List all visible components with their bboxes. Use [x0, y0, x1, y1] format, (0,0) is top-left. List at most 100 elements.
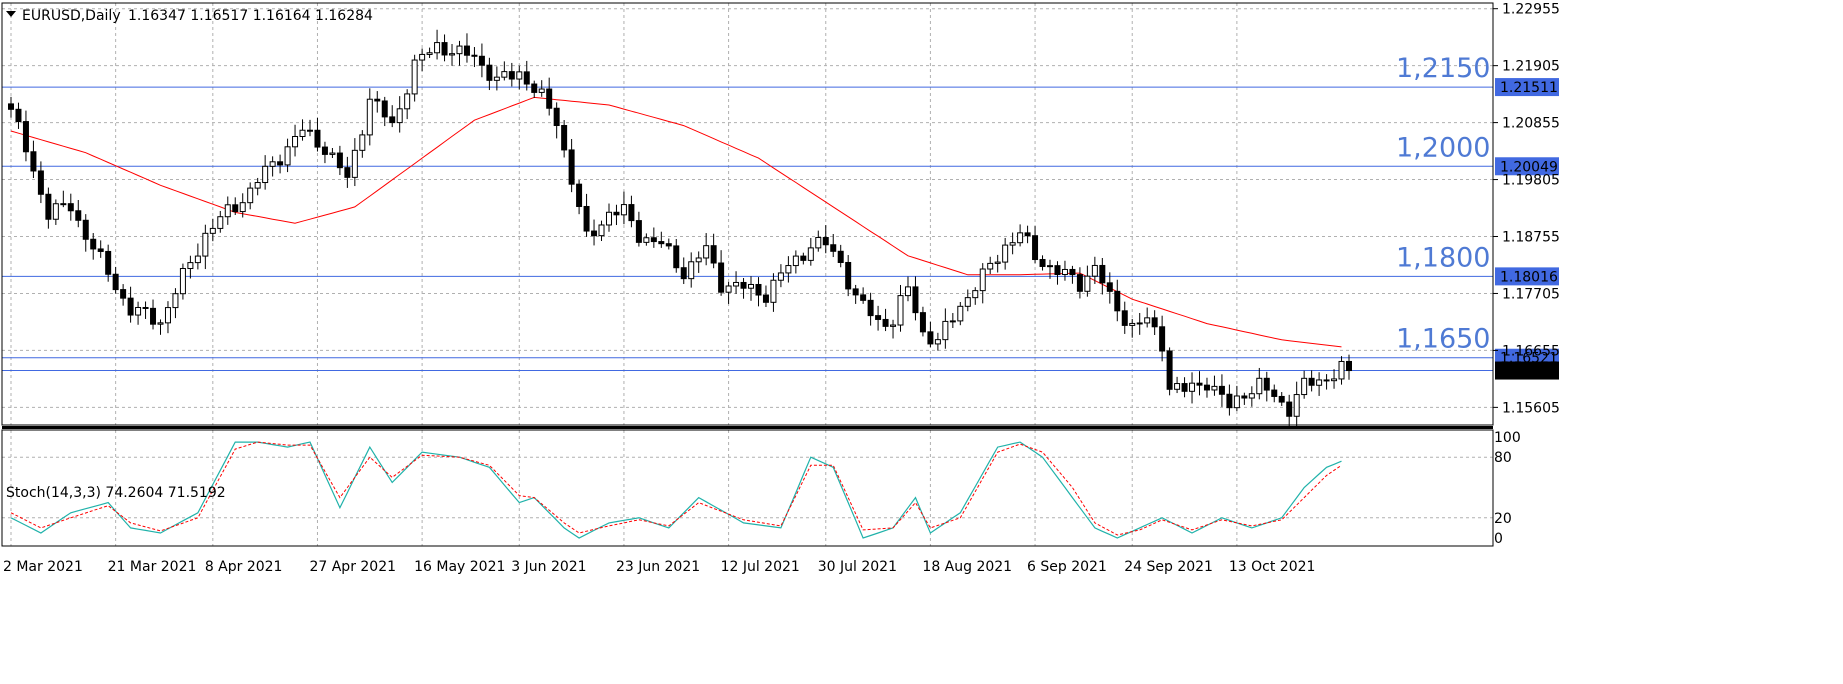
candle-body [628, 204, 635, 222]
candle-body [217, 216, 224, 229]
candle-body [934, 339, 941, 345]
candle-body [456, 45, 463, 55]
level-price-badge [1495, 78, 1559, 97]
candle-body [1039, 259, 1046, 267]
current-price-badge [1495, 361, 1559, 380]
x-tick-label: 21 Mar 2021 [108, 559, 197, 575]
level-price-badge [1495, 267, 1559, 286]
candle-body [1301, 377, 1308, 396]
candle-body [1189, 382, 1196, 392]
chart-header: EURUSD,Daily 1.16347 1.16517 1.16164 1.1… [6, 8, 373, 501]
candles [8, 29, 1352, 429]
candle-body [374, 98, 381, 102]
candle-body [1054, 265, 1061, 275]
candle-body [389, 116, 396, 124]
candle-body [366, 98, 373, 136]
candle-body [792, 255, 799, 267]
candle-body [1323, 379, 1330, 382]
candle-body [591, 230, 598, 237]
candle-body [725, 285, 732, 293]
candle-body [807, 247, 814, 261]
candle-body [852, 288, 859, 296]
candle-body [643, 237, 650, 243]
candle-body [1256, 377, 1263, 395]
candle-body [748, 283, 755, 289]
x-tick-label: 2 Mar 2021 [3, 559, 83, 575]
candle-body [800, 255, 807, 261]
stochastic-label: Stoch(14,3,3) 74.2604 71.5192 [6, 485, 226, 501]
candle-body [1069, 268, 1076, 276]
candle-body [411, 59, 418, 95]
candle-body [1166, 350, 1173, 390]
price-tick-label: 1.17705 [1502, 286, 1560, 302]
stochastic-panel-frame [1, 429, 1494, 547]
candle-body [22, 121, 29, 153]
candle-body [127, 297, 134, 316]
candle-body [37, 170, 44, 195]
candle-body [1181, 383, 1188, 392]
candle-body [882, 318, 889, 327]
candle-body [52, 203, 59, 220]
candle-body [1084, 275, 1091, 292]
candle-body [172, 293, 179, 309]
candle-body [830, 244, 837, 252]
candle-body [194, 255, 201, 264]
candle-body [179, 268, 186, 295]
level-lines: 1,21501.215111,20001.200491,18001.180161… [2, 53, 1559, 380]
candle-body [82, 219, 89, 240]
candle-body [187, 262, 194, 270]
candle-body [120, 289, 127, 299]
candle-body [135, 306, 142, 316]
candle-body [60, 203, 67, 206]
candle-body [1271, 389, 1278, 397]
candle-body [30, 151, 37, 172]
candle-body [867, 299, 874, 317]
candle-body [381, 100, 388, 118]
candle-body [269, 161, 276, 167]
candle-body [329, 152, 336, 155]
candle-body [695, 257, 702, 263]
x-tick-label: 30 Jul 2021 [818, 559, 897, 575]
stochastic-panel [10, 441, 1342, 539]
candle-body [1226, 393, 1233, 409]
candle-body [837, 250, 844, 263]
candle-body [105, 250, 112, 275]
candle-body [202, 232, 209, 257]
candle-body [247, 187, 254, 204]
candle-body [1316, 379, 1323, 386]
candle-body [516, 71, 523, 80]
candle-body [277, 161, 284, 166]
candle-body [927, 331, 934, 345]
candle-body [538, 88, 545, 93]
level-price-badge [1495, 157, 1559, 176]
candle-body [164, 307, 171, 324]
x-tick-label: 13 Oct 2021 [1229, 559, 1316, 575]
candle-body [419, 53, 426, 61]
candle-body [979, 268, 986, 292]
price-tick-label: 1.19805 [1502, 173, 1560, 189]
candle-body [815, 237, 822, 249]
candle-body [471, 54, 478, 57]
candle-body [404, 93, 411, 110]
candle-body [1174, 383, 1181, 390]
candle-body [359, 134, 366, 151]
candle-body [972, 290, 979, 299]
candle-body [1032, 235, 1039, 261]
candle-body [1114, 290, 1121, 312]
grid [2, 3, 1493, 546]
candle-body [112, 273, 119, 291]
candle-body [493, 76, 500, 81]
candle-body [501, 71, 508, 78]
candle-body [232, 204, 239, 213]
candle-body [1203, 384, 1210, 391]
candle-body [1144, 317, 1151, 324]
candle-body [1263, 377, 1270, 391]
price-tick-label: 1.21905 [1502, 59, 1560, 75]
candle-body [1129, 322, 1136, 326]
dropdown-triangle-icon[interactable] [6, 11, 16, 17]
candle-body [785, 265, 792, 274]
candle-body [449, 53, 456, 56]
price-tick-label: 1.16655 [1502, 343, 1560, 359]
candle-body [463, 45, 470, 56]
